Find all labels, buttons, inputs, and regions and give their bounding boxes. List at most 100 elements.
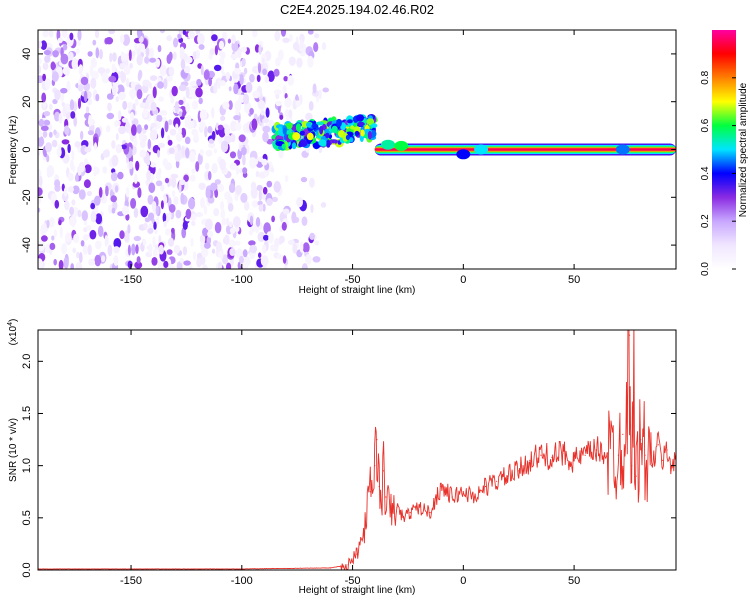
spectrogram-cell — [162, 212, 167, 223]
spectrogram-cell — [167, 211, 172, 219]
spectrogram-cell — [137, 30, 142, 39]
spectrogram-cell — [195, 212, 203, 218]
spectrogram-cell — [136, 89, 143, 100]
spectrogram-cell — [248, 240, 256, 246]
spectrogram-cell — [260, 109, 265, 116]
spectrogram-cell — [82, 244, 88, 255]
spectrogram-cell — [143, 222, 148, 230]
snr-point — [462, 491, 464, 493]
spectrogram-cell — [309, 232, 315, 240]
spectrogram-cell — [113, 238, 122, 249]
spectrogram-cell — [198, 44, 205, 50]
spectrogram-cell — [231, 34, 236, 44]
spectrogram-cell — [229, 239, 236, 248]
spectrogram-cell — [223, 141, 229, 147]
spectrogram-cell — [266, 180, 273, 188]
spectrogram-cell — [262, 203, 266, 212]
spectrogram-cell — [171, 177, 177, 188]
spectrogram-cell — [45, 142, 52, 153]
spectrogram-cell — [183, 260, 191, 266]
x-tick-label: -100 — [231, 274, 253, 286]
colorbar-label: Normalized spectral amplitude — [738, 82, 749, 217]
x-tick-label: 50 — [568, 575, 580, 587]
spectrogram-cell — [125, 187, 130, 198]
spectrogram-cell — [87, 51, 93, 57]
spectrogram-cell — [217, 124, 224, 130]
x-tick-label: -150 — [120, 274, 142, 286]
spectrogram-cell — [249, 215, 254, 226]
spectrogram-cell — [95, 213, 103, 225]
snr-point — [383, 470, 385, 472]
spectrogram-cell — [151, 257, 158, 266]
spectrogram-cell — [347, 119, 353, 124]
spectrogram-cell — [258, 44, 262, 55]
spectrogram-cell — [202, 264, 208, 269]
spectrogram-cell — [65, 232, 72, 242]
spectrogram-cell — [191, 221, 196, 226]
spectrogram-cell — [117, 171, 124, 180]
spectrogram-cell — [262, 68, 267, 76]
snr-point — [356, 553, 358, 555]
spectrogram-cell — [185, 86, 190, 99]
spectrogram-cell — [183, 65, 191, 74]
spectrogram-cell — [200, 241, 206, 250]
spectrogram-cell — [185, 147, 190, 159]
spectrogram-cell — [135, 160, 140, 171]
spectrogram-cell — [132, 50, 136, 57]
spectrogram-cell — [195, 87, 203, 98]
spectrogram-cell — [139, 139, 146, 149]
spectrogram-cell — [174, 101, 179, 114]
spectrogram-cell — [357, 121, 365, 127]
spectrogram-cell — [138, 69, 143, 79]
spectrogram-cell — [237, 148, 243, 160]
spectrogram-cell — [219, 158, 226, 171]
spectrogram-cell — [129, 62, 133, 69]
spectrogram-cell — [336, 118, 342, 128]
spectrogram-blob — [474, 144, 489, 155]
spectrogram-cell — [211, 163, 218, 174]
spectrogram-cell — [149, 75, 158, 81]
spectrogram-cell — [274, 30, 281, 42]
spectrogram-cell — [106, 112, 115, 120]
snr-point — [396, 506, 398, 508]
spectrogram-cell — [219, 57, 225, 66]
spectrogram-cell — [292, 41, 300, 51]
spectrogram-cell — [239, 255, 244, 264]
snr-point — [380, 506, 382, 508]
spectrogram-cell — [165, 228, 171, 236]
spectrogram-cell — [312, 83, 317, 94]
spectrogram-cell — [189, 263, 193, 269]
spectrogram-cell — [284, 97, 292, 108]
spectrogram-cell — [200, 64, 204, 76]
spectrogram-cell — [251, 200, 259, 208]
figure-title: C2E4.2025.194.02.46.R02 — [280, 2, 434, 17]
spectrogram-cell — [70, 111, 76, 119]
spectrogram-cell — [157, 149, 160, 158]
spectrogram-cell — [262, 186, 268, 195]
snr-point — [540, 454, 542, 456]
spectrogram-cell — [50, 61, 56, 71]
spectrogram-cell — [350, 125, 355, 130]
spectrogram-cell — [67, 172, 74, 182]
spectrogram-cell — [169, 128, 177, 136]
snr-point — [628, 334, 631, 336]
spectrogram-cell — [78, 64, 83, 76]
spectrogram-cell — [198, 97, 203, 105]
spectrogram-cell — [200, 197, 205, 209]
snr-line — [38, 330, 676, 570]
spectrogram-cell — [163, 78, 168, 90]
spectrogram-cell — [288, 109, 293, 119]
spectrogram-cell — [278, 126, 283, 135]
spectrogram-cell — [370, 123, 378, 128]
spectrogram-cell — [167, 237, 175, 247]
spectrogram-cell — [192, 100, 199, 110]
spectrogram-cell — [84, 158, 88, 167]
spectrogram-cell — [205, 162, 210, 171]
spectrogram-cell — [252, 30, 258, 38]
spectrogram-cell — [196, 78, 202, 86]
spectrogram-cell — [360, 129, 365, 137]
snr-point — [635, 475, 637, 477]
spectrogram-cell — [59, 91, 65, 102]
spectrogram-cell — [58, 219, 62, 226]
spectrogram-cell — [159, 109, 168, 116]
